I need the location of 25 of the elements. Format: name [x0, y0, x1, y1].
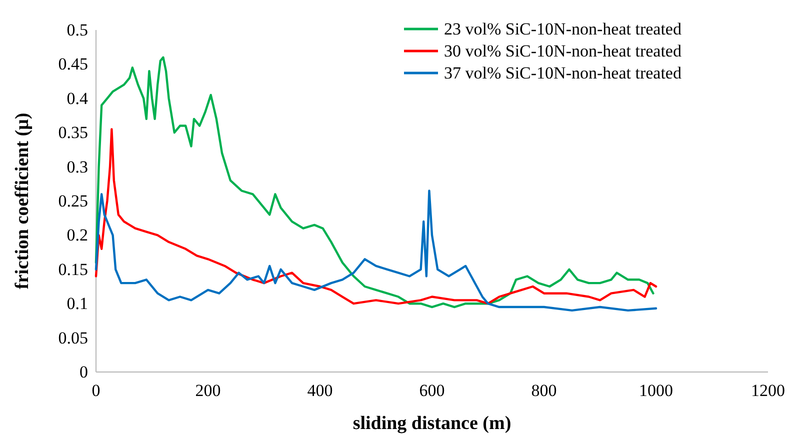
x-tick-label: 200	[195, 381, 221, 400]
x-tick-label: 1000	[639, 381, 673, 400]
y-tick-label: 0	[80, 362, 88, 382]
y-tick-label: 0.35	[58, 123, 88, 142]
legend-label: 23 vol% SiC-10N-non-heat treated	[444, 20, 682, 38]
y-tick-label: 0.4	[66, 88, 88, 108]
y-tick-label: 0.45	[58, 54, 88, 74]
x-tick-label: 0	[92, 381, 100, 400]
x-tick-label: 1200	[751, 381, 785, 400]
legend-label: 37 vol% SiC-10N-non-heat treated	[444, 64, 682, 82]
x-tick-label: 800	[531, 381, 557, 400]
y-tick-label: 0.1	[66, 294, 88, 314]
x-tick-label: 400	[307, 381, 333, 400]
y-tick-label: 0.25	[58, 192, 88, 210]
line-series	[94, 128, 658, 305]
legend-label: 30 vol% SiC-10N-non-heat treated	[444, 42, 682, 60]
y-tick-label: 0.15	[58, 260, 88, 279]
x-axis-title: sliding distance (m)	[352, 413, 512, 434]
y-tick-label: 0.05	[58, 328, 88, 348]
y-tick-label: 0.3	[66, 157, 88, 176]
y-tick-label: 0.5	[66, 20, 88, 40]
y-tick-label: 0.2	[66, 226, 88, 245]
x-tick-label: 600	[419, 381, 445, 400]
line-series	[94, 190, 658, 312]
y-axis-title: friction coefficient (μ)	[12, 112, 33, 290]
